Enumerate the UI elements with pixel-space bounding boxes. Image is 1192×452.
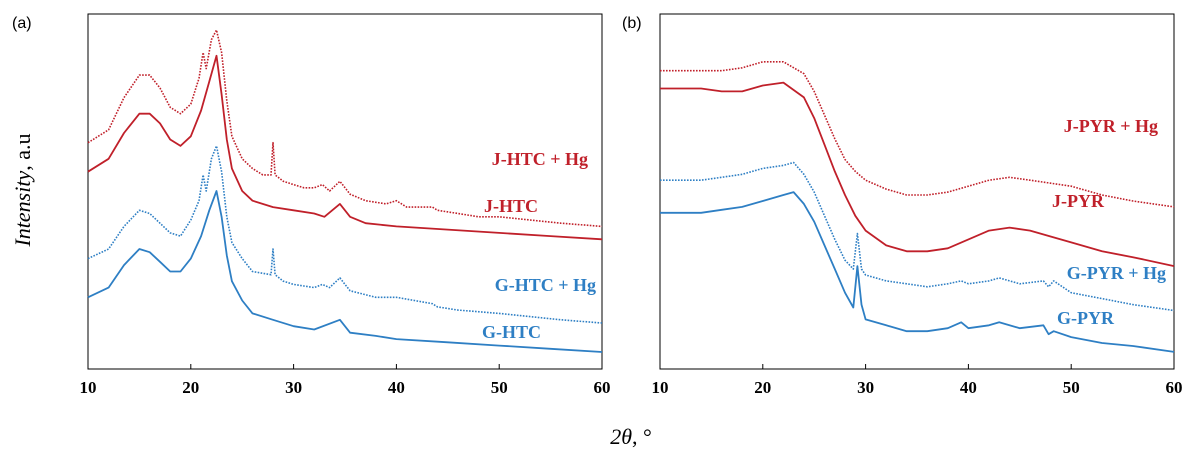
y-axis-title-quantity: Intensity xyxy=(10,171,35,248)
series-label-j-pyr: J-PYR xyxy=(1052,191,1105,211)
x-tick-label: 50 xyxy=(1063,378,1080,397)
panel-a-series-labels: J-HTC + Hg J-HTC G-HTC + Hg G-HTC xyxy=(482,149,596,342)
x-tick-label: 20 xyxy=(754,378,771,397)
x-tick-label: 60 xyxy=(1166,378,1183,397)
x-tick-label: 40 xyxy=(388,378,405,397)
series-line-g-htc xyxy=(87,190,603,353)
series-line-j-htc xyxy=(87,54,603,241)
series-line-j-pyr xyxy=(660,81,1175,267)
x-tick-label: 40 xyxy=(960,378,977,397)
series-label-j-htc: J-HTC xyxy=(484,196,538,216)
x-tick-label: 30 xyxy=(285,378,302,397)
panel-b-series-labels: J-PYR + Hg J-PYR G-PYR + Hg G-PYR xyxy=(1052,116,1166,328)
series-label-g-pyr: G-PYR xyxy=(1057,308,1115,328)
panel-a-label: (a) xyxy=(12,15,32,32)
series-label-j-htc-hg: J-HTC + Hg xyxy=(492,149,588,169)
x-tick-label: 30 xyxy=(857,378,874,397)
x-tick-label: 50 xyxy=(491,378,508,397)
panel-b-label: (b) xyxy=(622,15,642,32)
y-axis-title-unit: , a.u xyxy=(10,133,35,170)
series-label-j-pyr-hg: J-PYR + Hg xyxy=(1064,116,1158,136)
series-label-g-htc: G-HTC xyxy=(482,322,541,342)
series-line-g-pyr xyxy=(660,191,1175,353)
x-axis-title: 2θ, ° xyxy=(610,424,652,449)
y-axis-title: Intensity, a.u xyxy=(10,133,35,247)
panel-a-curves xyxy=(87,29,603,353)
panel-a-plot-frame xyxy=(87,13,603,370)
x-tick-label: 10 xyxy=(652,378,669,397)
panel-a: (a) 10 20 30 40 50 60 J-HTC + Hg J-HTC G-HTC … xyxy=(12,13,611,397)
panel-b-plot-frame xyxy=(659,13,1175,370)
series-line-j-htc-hg xyxy=(87,29,603,228)
x-tick-label: 60 xyxy=(594,378,611,397)
series-label-g-pyr-hg: G-PYR + Hg xyxy=(1067,263,1166,283)
series-line-g-pyr-hg xyxy=(660,161,1175,312)
panel-b-x-axis: 10 20 30 40 50 60 xyxy=(652,364,1183,397)
panel-b-curves xyxy=(660,61,1175,353)
x-tick-label: 20 xyxy=(182,378,199,397)
panel-b: (b) 10 20 30 40 50 60 J-PYR + Hg J-PYR G-PYR … xyxy=(622,13,1183,397)
x-axis-title-unit: , ° xyxy=(632,424,652,449)
x-axis-title-symbol: 2θ xyxy=(610,424,632,449)
series-line-g-htc-hg xyxy=(87,145,603,324)
panel-a-x-axis: 10 20 30 40 50 60 xyxy=(80,364,611,397)
series-label-g-htc-hg: G-HTC + Hg xyxy=(495,275,596,295)
x-tick-label: 10 xyxy=(80,378,97,397)
